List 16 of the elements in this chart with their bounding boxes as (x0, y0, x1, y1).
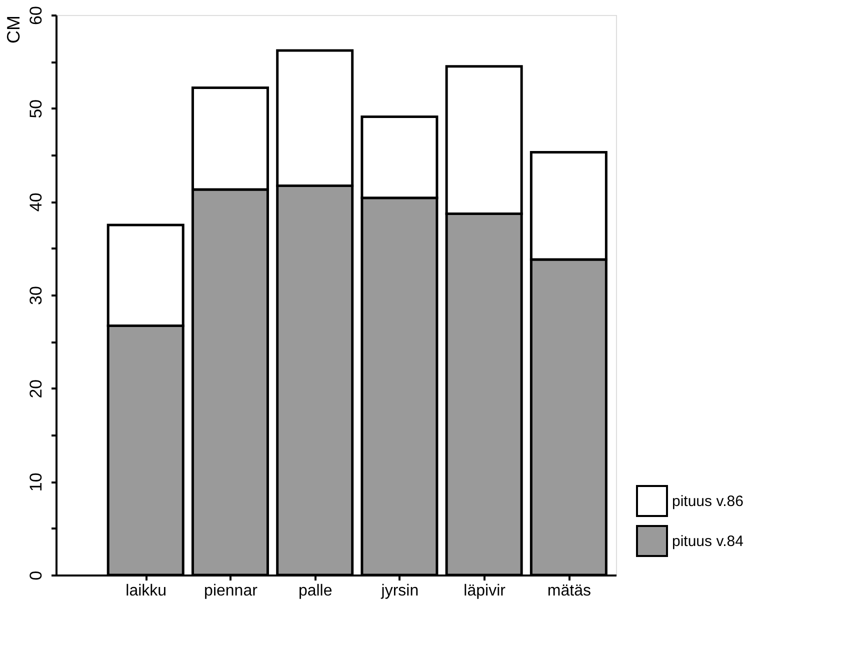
y-tick-label: 10 (26, 472, 46, 492)
x-tick-label: mätäs (547, 582, 591, 600)
y-tick-label: 20 (26, 379, 46, 398)
x-tick-label: laikku (126, 582, 167, 600)
legend-label: pituus v.84 (672, 533, 744, 550)
legend-label: pituus v.86 (672, 493, 744, 510)
y-axis-title: CM (4, 16, 24, 44)
x-tick-label: jyrsin (380, 582, 419, 600)
y-tick-label: 30 (26, 286, 46, 305)
y-tick-label: 40 (26, 192, 46, 212)
y-tick-label: 60 (26, 6, 46, 25)
x-tick-label: palle (298, 582, 332, 600)
x-tick-label: piennar (204, 582, 258, 600)
x-tick-label: läpivir (464, 582, 506, 600)
y-tick-label: 0 (26, 570, 46, 580)
y-tick-label: 50 (26, 99, 46, 118)
